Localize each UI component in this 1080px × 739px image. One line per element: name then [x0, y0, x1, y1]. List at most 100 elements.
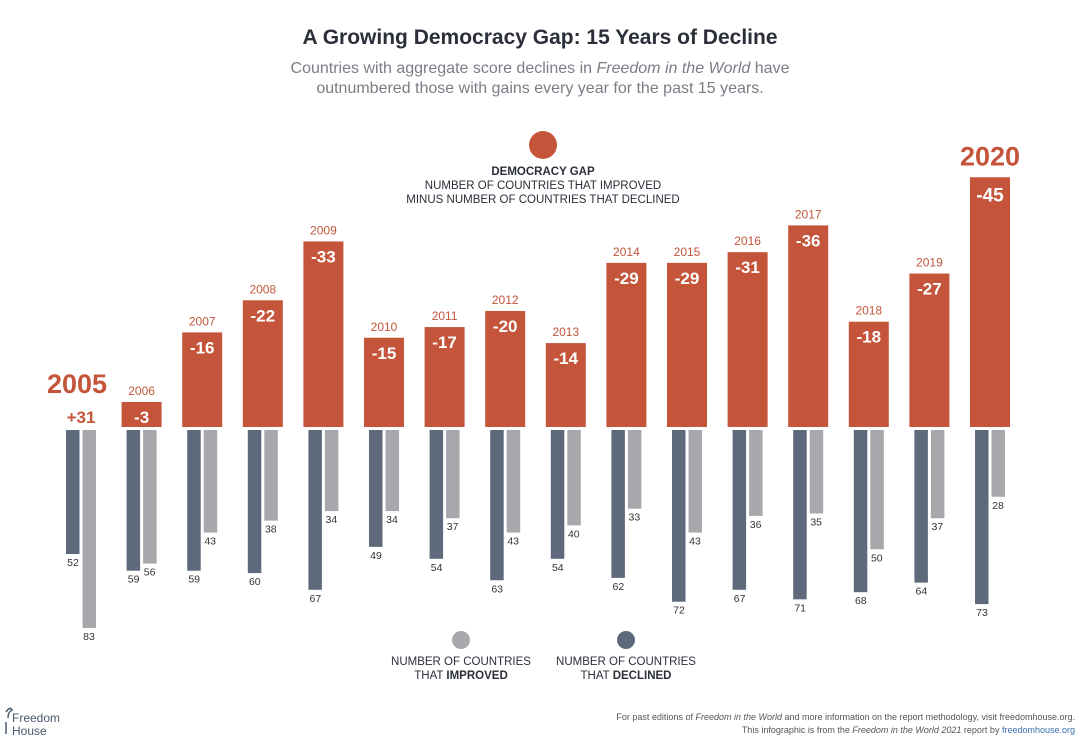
gap-bar	[303, 241, 344, 427]
gap-bar	[667, 262, 707, 427]
gap-value-label: -29	[614, 269, 639, 288]
gap-bar	[970, 177, 1010, 427]
gap-value-label: +31	[67, 408, 96, 427]
gap-value-label: -45	[976, 185, 1004, 206]
chart-title: A Growing Democracy Gap: 15 Years of Dec…	[302, 26, 777, 49]
improved-bar	[627, 430, 642, 509]
gap-value-label: -16	[190, 338, 215, 357]
declined-bar	[369, 430, 383, 547]
gap-bar	[545, 343, 586, 427]
year-label: 2017	[795, 207, 822, 221]
gap-bar	[606, 262, 647, 427]
declined-value-label: 71	[794, 602, 806, 614]
chart-subtitle-line2: outnumbered those with gains every year …	[316, 80, 763, 97]
gap-value-label: -17	[432, 333, 457, 352]
declined-bar	[853, 430, 868, 593]
improved-value-label: 50	[871, 552, 883, 564]
declined-value-label: 49	[370, 550, 382, 562]
gap-value-label: -36	[796, 231, 821, 250]
gap-value-label: -18	[857, 328, 882, 347]
declined-value-label: 73	[976, 607, 988, 619]
gap-value-label: -3	[134, 408, 149, 427]
gap-value-label: -29	[675, 269, 700, 288]
improved-value-label: 83	[83, 631, 95, 643]
logo-line1: Freedom	[12, 711, 60, 725]
footer-line1: For past editions of Freedom in the Worl…	[616, 712, 1075, 722]
declined-value-label: 62	[613, 581, 625, 593]
gap-bar	[727, 252, 768, 427]
year-label: 2006	[128, 384, 155, 398]
year-label: 2019	[916, 256, 943, 270]
declined-bar	[308, 430, 322, 590]
gap-legend-heading: DEMOCRACY GAP	[491, 166, 595, 178]
gap-value-label: -27	[917, 280, 942, 299]
year-label: 2014	[613, 245, 640, 259]
declined-value-label: 52	[67, 557, 79, 569]
declined-bar	[187, 430, 201, 571]
declined-value-label: 54	[552, 562, 564, 574]
improved-value-label: 35	[810, 516, 822, 528]
improved-value-label: 33	[629, 512, 641, 524]
improved-bar	[203, 430, 218, 533]
year-label: 2015	[674, 245, 701, 259]
declined-bar	[611, 430, 625, 578]
improved-bar	[870, 430, 884, 550]
footer-link[interactable]: freedomhouse.org	[1002, 725, 1075, 735]
year-label: 2010	[371, 320, 398, 334]
declined-legend-line1: NUMBER OF COUNTRIES	[556, 656, 696, 668]
declined-bar	[247, 430, 262, 574]
declined-bar	[732, 430, 747, 590]
improved-value-label: 40	[568, 528, 580, 540]
chart-subtitle-line1: Countries with aggregate score declines …	[291, 60, 790, 77]
declined-bar	[975, 430, 989, 605]
improved-bar	[385, 430, 399, 512]
improved-value-label: 34	[326, 514, 338, 526]
declined-bar	[793, 430, 807, 600]
year-label: 2005	[47, 369, 107, 399]
declined-legend-dot	[617, 631, 635, 649]
logo-line2: House	[12, 724, 47, 738]
declined-value-label: 67	[734, 593, 746, 605]
declined-legend-line2: THAT DECLINED	[581, 670, 672, 682]
declined-value-label: 72	[673, 605, 685, 617]
improved-value-label: 34	[386, 514, 398, 526]
improved-bar	[749, 430, 763, 516]
improved-bar	[143, 430, 157, 564]
declined-value-label: 68	[855, 595, 867, 607]
year-label: 2020	[960, 141, 1020, 171]
year-label: 2008	[249, 282, 276, 296]
declined-bar	[66, 430, 80, 555]
improved-value-label: 37	[447, 521, 459, 533]
improved-value-label: 38	[265, 524, 277, 536]
improved-value-label: 43	[689, 536, 701, 548]
declined-value-label: 64	[916, 586, 928, 598]
gap-value-label: -22	[251, 306, 276, 325]
improved-legend-line2: THAT IMPROVED	[414, 670, 508, 682]
footer-line2: This infographic is from the Freedom in …	[742, 725, 1075, 735]
improved-bar	[506, 430, 521, 533]
declined-value-label: 59	[128, 574, 140, 586]
declined-value-label: 63	[491, 583, 503, 595]
year-label: 2018	[855, 304, 882, 318]
gap-value-label: -33	[311, 247, 336, 266]
gap-value-label: -14	[554, 349, 579, 368]
improved-bar	[809, 430, 824, 514]
improved-bar	[264, 430, 278, 521]
torch-icon	[5, 707, 14, 734]
declined-value-label: 60	[249, 576, 261, 588]
gap-bar	[364, 337, 404, 427]
improved-bar	[567, 430, 581, 526]
year-label: 2009	[310, 223, 337, 237]
gap-legend-line1: NUMBER OF COUNTRIES THAT IMPROVED	[425, 180, 661, 192]
gap-value-label: -15	[372, 344, 397, 363]
gap-bar	[424, 327, 465, 427]
improved-bar	[688, 430, 702, 533]
year-label: 2012	[492, 293, 519, 307]
declined-value-label: 59	[188, 574, 200, 586]
gap-bar	[485, 311, 526, 427]
freedom-house-logo[interactable]: Freedom House	[5, 707, 60, 738]
improved-value-label: 37	[932, 521, 944, 533]
improved-bar	[991, 430, 1005, 497]
gap-value-label: -20	[493, 317, 518, 336]
